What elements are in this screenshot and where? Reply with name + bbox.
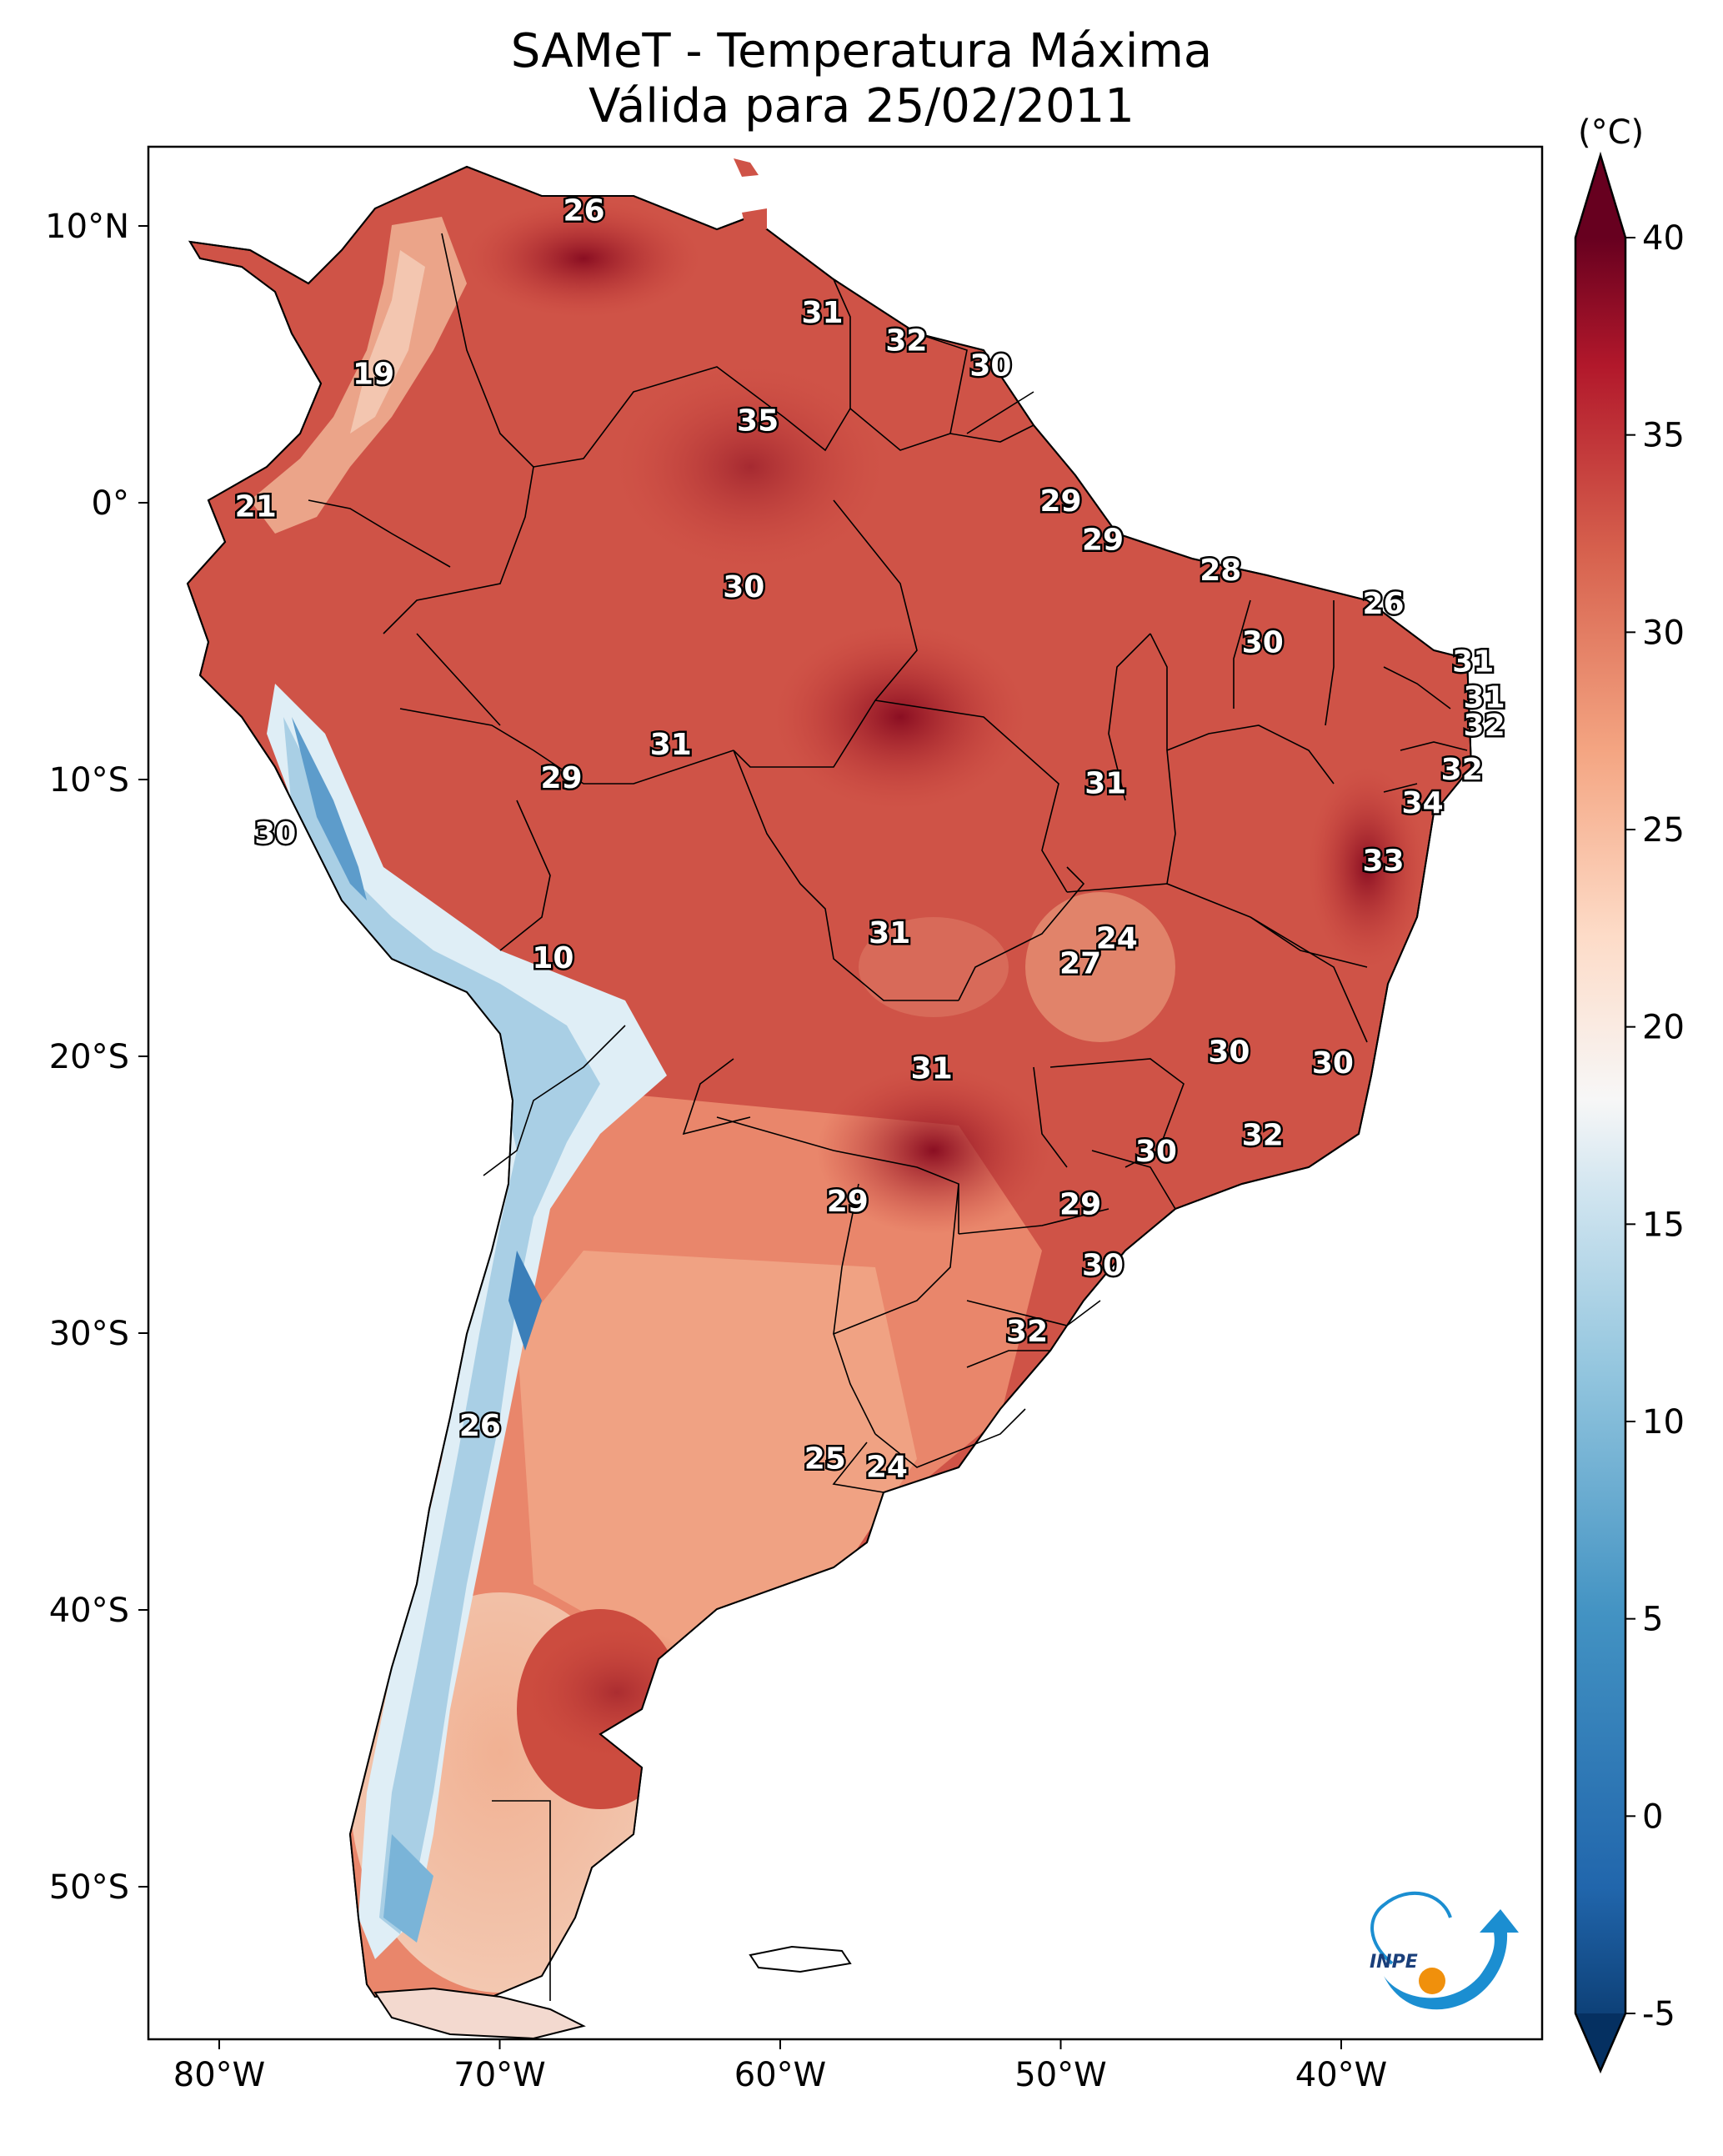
lon-tick-label: 60°W: [734, 2056, 826, 2094]
station-label: 29: [1059, 1187, 1101, 1221]
station-label: 34: [1402, 786, 1444, 820]
station-label: 21: [235, 490, 277, 524]
inpe-logo-text: INPE: [1370, 1952, 1418, 1973]
station-label: 29: [1039, 484, 1081, 519]
station-label: 31: [1452, 645, 1494, 679]
station-label: 32: [1242, 1118, 1284, 1152]
colorbar-tick-label: 35: [1642, 417, 1685, 455]
station-label: 29: [827, 1185, 869, 1219]
station-label: 26: [1362, 587, 1404, 621]
station-label: 26: [459, 1409, 501, 1443]
station-label: 31: [1464, 681, 1505, 715]
axes: 80°W 70°W 60°W 50°W 40°W 10°N 0° 10°S 20°S 30°S 40…: [45, 208, 1387, 2094]
station-label: 30: [1135, 1135, 1177, 1169]
continent-fill: [187, 158, 1472, 2039]
lon-tick-label: 40°W: [1295, 2056, 1387, 2094]
station-label: 30: [723, 570, 764, 604]
lat-tick-label: 10°N: [45, 208, 129, 246]
colorbar: (°C) 40 35 30 25 20 15 10 5 0 -5: [1574, 113, 1685, 2074]
station-label: 29: [540, 761, 582, 795]
inpe-logo-dot: [1419, 1968, 1445, 1994]
plot-frame: [147, 145, 1544, 2041]
inpe-logo: INPE: [1370, 1891, 1519, 2010]
station-label: 26: [563, 193, 604, 228]
colorbar-tick-label: -5: [1642, 1995, 1675, 2033]
colorbar-tick-label: 10: [1642, 1403, 1685, 1442]
colorbar-tick-label: 5: [1642, 1601, 1663, 1639]
colorbar-tick-label: 30: [1642, 614, 1685, 652]
station-label: 31: [1084, 767, 1126, 801]
lon-tick-label: 70°W: [453, 2056, 545, 2094]
station-label: 30: [254, 816, 296, 850]
lat-tick-label: 20°S: [49, 1038, 129, 1076]
station-label: 30: [1082, 1248, 1124, 1282]
station-label: 28: [1200, 554, 1241, 588]
station-label: 29: [1082, 524, 1124, 558]
colorbar-tick-label: 20: [1642, 1009, 1685, 1047]
station-label: 10: [532, 941, 573, 975]
station-label: 31: [650, 728, 692, 762]
lon-tick-label: 50°W: [1014, 2056, 1106, 2094]
colorbar-tick-label: 0: [1642, 1798, 1663, 1836]
colorbar-ticks: 40 35 30 25 20 15 10 5 0 -5: [1625, 219, 1685, 2033]
station-label: 31: [869, 916, 910, 950]
lat-tick-label: 50°S: [49, 1868, 129, 1907]
lat-tick-label: 10°S: [49, 761, 129, 800]
lat-tick-label: 0°: [92, 484, 129, 523]
colorbar-tick-label: 25: [1642, 811, 1685, 850]
colorbar-unit: (°C): [1578, 113, 1644, 152]
lon-tick-label: 80°W: [173, 2056, 265, 2094]
station-label: 19: [353, 357, 394, 391]
colorbar-tick-label: 15: [1642, 1206, 1685, 1244]
station-label: 33: [1362, 845, 1404, 879]
station-label: 27: [1059, 946, 1101, 980]
lat-tick-label: 30°S: [49, 1315, 129, 1353]
map-title-line-1: SAMeT - Temperatura Máxima: [510, 24, 1213, 78]
country-borders: [308, 233, 1468, 2001]
map-title-line-2: Válida para 25/02/2011: [589, 79, 1134, 133]
station-label: 32: [1441, 753, 1483, 787]
station-label: 32: [1006, 1315, 1048, 1349]
station-label: 32: [1464, 709, 1505, 743]
station-label: 35: [737, 404, 779, 439]
lat-tick-label: 40°S: [49, 1592, 129, 1630]
station-label: 25: [804, 1442, 846, 1477]
station-label: 31: [911, 1052, 953, 1086]
station-label: 30: [1242, 625, 1284, 659]
station-label: 32: [885, 323, 927, 358]
station-label: 24: [1096, 922, 1138, 956]
station-label: 30: [1312, 1046, 1354, 1081]
colorbar-tick-label: 40: [1642, 219, 1685, 258]
station-label: 30: [969, 348, 1011, 383]
station-label: 31: [801, 296, 843, 330]
station-label: 24: [866, 1451, 908, 1485]
station-label: 30: [1208, 1035, 1250, 1070]
